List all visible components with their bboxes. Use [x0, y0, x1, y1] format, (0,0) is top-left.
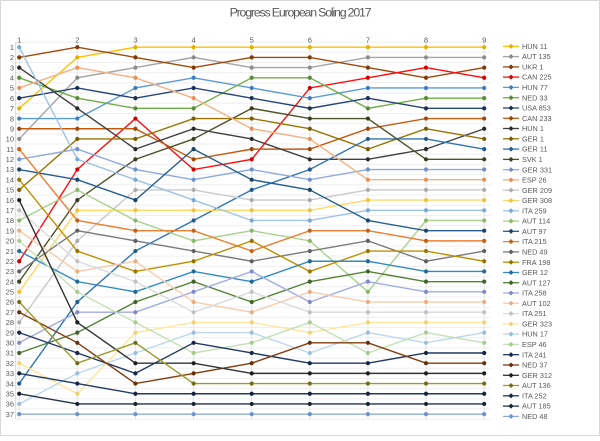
- svg-text:23: 23: [6, 267, 14, 276]
- svg-text:10: 10: [6, 135, 14, 144]
- svg-text:8: 8: [10, 114, 14, 123]
- svg-text:GER 11: GER 11: [522, 145, 547, 154]
- svg-text:GER 12: GER 12: [522, 268, 548, 277]
- svg-text:33: 33: [6, 369, 14, 378]
- svg-text:AUT 136: AUT 136: [522, 381, 551, 390]
- svg-text:Progress European Soling 2017: Progress European Soling 2017: [230, 6, 372, 20]
- svg-text:31: 31: [6, 349, 14, 358]
- svg-text:NED 37: NED 37: [522, 361, 548, 370]
- svg-text:GER 331: GER 331: [522, 165, 552, 174]
- svg-text:NED 33: NED 33: [522, 93, 548, 102]
- svg-text:ESP 26: ESP 26: [522, 176, 547, 185]
- svg-text:12: 12: [6, 155, 14, 164]
- svg-text:11: 11: [6, 145, 14, 154]
- svg-text:29: 29: [6, 328, 14, 337]
- svg-text:4: 4: [10, 74, 14, 83]
- svg-text:20: 20: [6, 237, 14, 246]
- svg-text:1: 1: [17, 36, 21, 45]
- svg-text:5: 5: [250, 36, 254, 45]
- svg-text:34: 34: [6, 379, 14, 388]
- svg-text:HUN 17: HUN 17: [522, 330, 548, 339]
- svg-text:3: 3: [133, 36, 137, 45]
- svg-text:15: 15: [6, 186, 14, 195]
- svg-text:17: 17: [6, 206, 14, 215]
- svg-text:5: 5: [10, 84, 14, 93]
- svg-text:SVK 1: SVK 1: [522, 155, 543, 164]
- svg-text:NED 49: NED 49: [522, 248, 548, 257]
- svg-text:6: 6: [308, 36, 312, 45]
- svg-text:22: 22: [6, 257, 14, 266]
- svg-text:24: 24: [6, 277, 14, 286]
- svg-text:16: 16: [6, 196, 14, 205]
- svg-text:ITA 215: ITA 215: [522, 237, 547, 246]
- svg-text:30: 30: [6, 339, 14, 348]
- svg-text:13: 13: [6, 165, 14, 174]
- svg-text:7: 7: [366, 36, 370, 45]
- svg-text:14: 14: [6, 175, 14, 184]
- svg-text:36: 36: [6, 400, 14, 409]
- svg-text:25: 25: [6, 288, 14, 297]
- svg-text:2: 2: [10, 53, 14, 62]
- svg-text:GER 312: GER 312: [522, 371, 552, 380]
- svg-text:3: 3: [10, 63, 14, 72]
- svg-text:USA 853: USA 853: [522, 104, 551, 113]
- svg-text:HUN 77: HUN 77: [522, 83, 548, 92]
- svg-text:18: 18: [6, 216, 14, 225]
- svg-text:28: 28: [6, 318, 14, 327]
- svg-text:FRA 198: FRA 198: [522, 258, 550, 267]
- svg-text:32: 32: [6, 359, 14, 368]
- svg-text:ITA 252: ITA 252: [522, 391, 547, 400]
- svg-text:AUT 127: AUT 127: [522, 278, 551, 287]
- svg-text:19: 19: [6, 226, 14, 235]
- svg-text:ITA 251: ITA 251: [522, 309, 547, 318]
- svg-text:ITA 258: ITA 258: [522, 289, 547, 298]
- svg-text:1: 1: [10, 43, 14, 52]
- svg-text:GER 323: GER 323: [522, 320, 552, 329]
- svg-text:ITA 259: ITA 259: [522, 206, 547, 215]
- svg-text:AUT 135: AUT 135: [522, 52, 551, 61]
- svg-text:NED 48: NED 48: [522, 412, 548, 421]
- svg-text:GER 308: GER 308: [522, 196, 552, 205]
- svg-text:2: 2: [75, 36, 79, 45]
- svg-text:HUN 1: HUN 1: [522, 124, 544, 133]
- svg-text:21: 21: [6, 247, 14, 256]
- svg-text:35: 35: [6, 390, 14, 399]
- svg-text:AUT 97: AUT 97: [522, 227, 547, 236]
- svg-text:9: 9: [10, 124, 14, 133]
- svg-text:AUT 102: AUT 102: [522, 299, 551, 308]
- svg-text:8: 8: [424, 36, 428, 45]
- svg-text:37: 37: [6, 410, 14, 419]
- svg-text:26: 26: [6, 298, 14, 307]
- svg-text:CAN 233: CAN 233: [522, 114, 552, 123]
- svg-text:UKR 1: UKR 1: [522, 63, 544, 72]
- svg-text:AUT 185: AUT 185: [522, 402, 551, 411]
- svg-text:GER 1: GER 1: [522, 134, 544, 143]
- svg-text:7: 7: [10, 104, 14, 113]
- svg-text:9: 9: [482, 36, 486, 45]
- svg-text:6: 6: [10, 94, 14, 103]
- svg-text:GER 209: GER 209: [522, 186, 552, 195]
- svg-text:27: 27: [6, 308, 14, 317]
- svg-text:ESP 46: ESP 46: [522, 340, 547, 349]
- svg-text:ITA 241: ITA 241: [522, 350, 547, 359]
- svg-text:AUT 114: AUT 114: [522, 217, 550, 226]
- svg-text:HUN 11: HUN 11: [522, 42, 547, 51]
- svg-text:CAN 225: CAN 225: [522, 73, 552, 82]
- svg-text:4: 4: [192, 36, 196, 45]
